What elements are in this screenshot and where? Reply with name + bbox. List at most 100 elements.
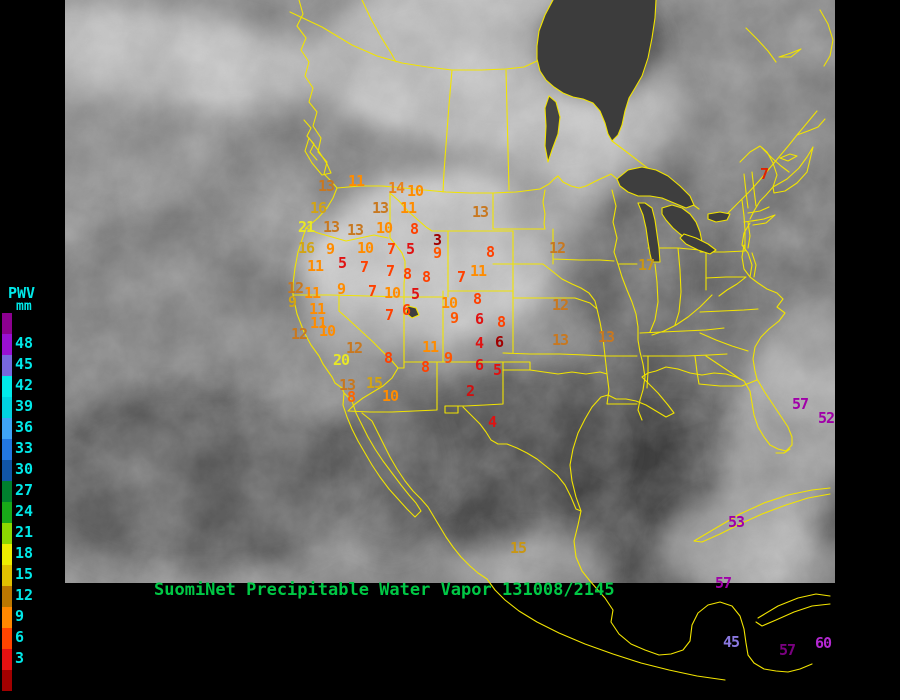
station-value: 16 xyxy=(309,199,327,217)
station-value: 7 xyxy=(456,268,466,286)
station-value: 14 xyxy=(387,179,405,197)
mexico-gulf-yucatan xyxy=(573,510,813,673)
bc-fjords xyxy=(303,119,332,176)
station-value: 45 xyxy=(722,633,740,651)
borders-south xyxy=(639,308,759,389)
atlantic-coast xyxy=(741,200,786,380)
station-value: 13 xyxy=(322,218,340,236)
station-value: 13 xyxy=(338,376,356,394)
legend-swatch xyxy=(2,439,12,460)
station-value: 15 xyxy=(365,374,383,392)
mississippi-river xyxy=(611,189,646,421)
legend-value: 9 xyxy=(15,607,25,625)
station-value: 11 xyxy=(308,300,326,318)
station-value: 7 xyxy=(386,240,396,258)
maritimes xyxy=(745,9,834,194)
canada-provinces xyxy=(289,0,538,193)
pwv-legend: PWV mm 48 45 42 39 36 33 30 27 24 21 18 15 12 9 6 3 xyxy=(2,286,35,691)
legend-swatch xyxy=(2,313,12,334)
legend-value: 27 xyxy=(15,481,34,499)
legend-row: 27 xyxy=(2,481,35,502)
station-value: 17 xyxy=(637,256,655,274)
station-value: 7 xyxy=(384,306,394,324)
borders-northeast xyxy=(699,199,751,297)
station-value: 8 xyxy=(402,265,412,283)
legend-row: 30 xyxy=(2,460,35,481)
legend-row: 15 xyxy=(2,565,35,586)
station-value: 9 xyxy=(443,349,453,367)
station-value: 4 xyxy=(487,413,497,431)
legend-value: 12 xyxy=(15,586,34,604)
lake-ontario xyxy=(707,211,731,223)
legend-swatch xyxy=(2,376,12,397)
legend-row: 18 xyxy=(2,544,35,565)
station-value: 11 xyxy=(347,172,365,190)
station-value: 7 xyxy=(359,258,369,276)
legend-row: 21 xyxy=(2,523,35,544)
legend-value: 3 xyxy=(15,649,25,667)
lake-erie xyxy=(679,233,717,255)
station-value: 9 xyxy=(432,244,442,262)
station-value: 8 xyxy=(421,268,431,286)
legend-value: 36 xyxy=(15,418,34,436)
legend-swatch xyxy=(2,670,12,691)
legend-row: 6 xyxy=(2,628,35,649)
legend-title: PWV xyxy=(8,284,36,302)
legend-swatch xyxy=(2,334,12,355)
station-value: 6 xyxy=(474,310,484,328)
borders-texas-oklahoma xyxy=(529,355,638,405)
us-canada-border xyxy=(336,173,618,194)
legend-row xyxy=(2,670,35,691)
legend-swatch xyxy=(2,502,12,523)
station-value: 57 xyxy=(791,395,809,413)
station-value: 10 xyxy=(318,322,336,340)
legend-value: 45 xyxy=(15,355,34,373)
station-value: 6 xyxy=(474,356,484,374)
lake-winnipeg xyxy=(544,95,561,163)
borders-wyoming xyxy=(447,230,514,292)
station-value: 12 xyxy=(548,239,566,257)
station-value: 6 xyxy=(494,333,504,351)
borders-arizona-newmexico xyxy=(347,361,531,414)
borders-utah-nevada xyxy=(338,294,444,412)
borders-colorado-kansas xyxy=(442,290,606,363)
station-value: 11 xyxy=(399,199,417,217)
station-value: 5 xyxy=(337,254,347,272)
station-value: 11 xyxy=(421,338,439,356)
lake-superior xyxy=(616,166,695,209)
borders-dakotas xyxy=(492,189,615,310)
legend-row: 12 xyxy=(2,586,35,607)
legend-value: 42 xyxy=(15,376,34,394)
legend-value: 30 xyxy=(15,460,34,478)
legend-row: 39 xyxy=(2,397,35,418)
florida xyxy=(677,368,793,454)
station-value: 12 xyxy=(290,325,308,343)
station-value: 8 xyxy=(420,358,430,376)
legend-swatch xyxy=(2,460,12,481)
legend-value: 21 xyxy=(15,523,34,541)
station-value: 10 xyxy=(383,284,401,302)
station-value: 11 xyxy=(306,257,324,275)
legend-swatch xyxy=(2,481,12,502)
legend-row: 36 xyxy=(2,418,35,439)
station-value: 13 xyxy=(471,203,489,221)
mexico-pacific xyxy=(361,412,726,681)
station-value: 10 xyxy=(375,219,393,237)
gulf-coast xyxy=(569,366,679,512)
coastline-west xyxy=(292,0,345,394)
station-value: 9 xyxy=(449,309,459,327)
legend-swatch xyxy=(2,628,12,649)
legend-value: 48 xyxy=(15,334,34,352)
legend-value: 33 xyxy=(15,439,34,457)
legend-unit: mm xyxy=(16,299,32,314)
legend-swatch xyxy=(2,418,12,439)
station-value: 21 xyxy=(297,218,315,236)
station-value: 57 xyxy=(714,574,732,592)
station-value: 5 xyxy=(410,285,420,303)
legend-swatch xyxy=(2,355,12,376)
station-value: 13 xyxy=(317,177,335,195)
station-value: 15 xyxy=(509,539,527,557)
legend-value: 6 xyxy=(15,628,25,646)
